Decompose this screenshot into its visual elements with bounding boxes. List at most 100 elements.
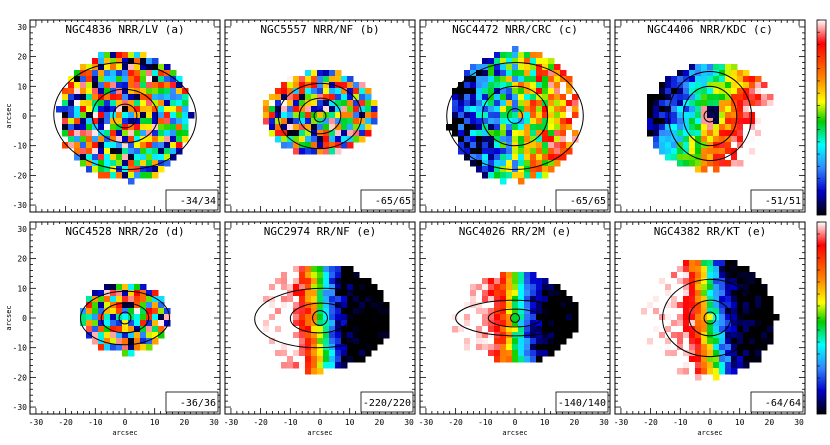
velocity-range-box (555, 391, 609, 413)
y-tick-label: -30 (13, 403, 28, 412)
x-tick-label: -30 (29, 418, 44, 427)
panel-title: NGC4026 RR/2M (e) (459, 225, 572, 238)
velocity-field-map (641, 260, 780, 381)
panel-title-box (253, 22, 387, 37)
panel-title: NGC2974 RR/NF (e) (264, 225, 377, 238)
velocity-range-box (360, 189, 414, 211)
x-tick-label: -10 (88, 418, 103, 427)
x-axis-title: arcsec (307, 429, 332, 437)
panel-6: NGC2974 RR/NF (e) -220/220 -30 -20 -10 0 10 20 3… (224, 221, 416, 437)
velocity-range-label: -36/36 (180, 398, 216, 409)
x-tick-label: 10 (735, 418, 745, 427)
x-tick-label: 10 (150, 418, 160, 427)
velocity-range-label: -34/34 (180, 196, 216, 207)
x-tick-label: -20 (58, 418, 73, 427)
panel-title-box (643, 22, 777, 37)
isophote-ellipse (53, 62, 197, 170)
velocity-range-label: -65/65 (375, 196, 411, 207)
x-tick-label: -30 (224, 418, 239, 427)
panel-title-box (58, 22, 192, 37)
panel-title: NGC4528 NRR/2σ (d) (65, 225, 184, 238)
x-tick-label: 0 (123, 418, 128, 427)
colorbar-2 (816, 221, 827, 415)
velocity-range-label: -65/65 (570, 196, 606, 207)
isophote-ellipse (455, 299, 575, 337)
velocity-range-label: -140/140 (558, 398, 606, 409)
isophote-ellipse (682, 85, 738, 147)
velocity-field-map (263, 70, 378, 155)
x-tick-label: 30 (794, 418, 804, 427)
panel-1: NGC4836 NRR/LV (a) -34/34 -30 -20 -10 0 10 20 30… (5, 19, 221, 213)
velocity-range-label: -220/220 (363, 398, 411, 409)
y-axis-title: arcsec (5, 103, 13, 128)
y-tick-label: 20 (17, 255, 27, 264)
x-tick-label: 20 (180, 418, 190, 427)
x-tick-label: 0 (513, 418, 518, 427)
panel-3: NGC4472 NRR/CRC (c) -65/65 (419, 19, 611, 213)
panel-title: NGC4836 NRR/LV (a) (65, 23, 184, 36)
x-tick-label: 20 (765, 418, 775, 427)
isophote-ellipse (112, 103, 138, 129)
x-axis-title: arcsec (697, 429, 722, 437)
velocity-field-map (79, 284, 171, 357)
isophote-ellipse (667, 70, 753, 162)
x-tick-label: 20 (570, 418, 580, 427)
isophote-ellipse (91, 88, 159, 144)
x-tick-label: 10 (345, 418, 355, 427)
isophote-ellipse (298, 97, 342, 135)
y-tick-label: -30 (13, 201, 28, 210)
x-tick-label: 0 (708, 418, 713, 427)
panel-title: NGC4382 RR/KT (e) (654, 225, 767, 238)
x-axis-title: arcsec (112, 429, 137, 437)
x-tick-label: -10 (283, 418, 298, 427)
isophote-ellipse (313, 109, 327, 123)
panel-title-box (253, 224, 387, 239)
isophote-ellipse (289, 302, 351, 334)
x-tick-label: -10 (478, 418, 493, 427)
colorbar-1 (816, 19, 827, 216)
x-tick-label: 30 (404, 418, 414, 427)
velocity-range-box (165, 189, 219, 211)
isophote-ellipse (100, 302, 150, 334)
x-tick-label: -10 (673, 418, 688, 427)
y-tick-label: -10 (13, 142, 28, 151)
isophote-ellipse (688, 299, 732, 337)
x-tick-label: -20 (643, 418, 658, 427)
x-tick-label: -20 (253, 418, 268, 427)
x-tick-label: 20 (375, 418, 385, 427)
isophote-ellipse (510, 313, 520, 323)
isophote-ellipse (481, 85, 549, 147)
x-tick-label: 10 (540, 418, 550, 427)
isophote-ellipse (118, 311, 132, 325)
panel-4: NGC4406 NRR/KDC (c) -51/51 (614, 19, 806, 213)
isophote-ellipse (703, 311, 717, 325)
y-tick-label: 30 (17, 23, 27, 32)
x-tick-label: 0 (318, 418, 323, 427)
x-axis-title: arcsec (502, 429, 527, 437)
isophote-ellipse (312, 310, 328, 326)
x-tick-label: -30 (614, 418, 629, 427)
y-axis-title: arcsec (5, 305, 13, 330)
panel-5: NGC4528 NRR/2σ (d) -36/36 -30 -20 -10 0 10 20 30… (5, 221, 221, 437)
y-tick-label: -10 (13, 344, 28, 353)
velocity-field-map (245, 266, 390, 375)
velocity-range-box (165, 391, 219, 413)
y-tick-label: 10 (17, 82, 27, 91)
velocity-range-box (750, 391, 804, 413)
y-tick-label: 0 (22, 314, 27, 323)
panel-title: NGC4472 NRR/CRC (c) (452, 23, 578, 36)
panel-2: NGC5557 NRR/NF (b) -65/65 (224, 19, 416, 213)
y-tick-label: 10 (17, 284, 27, 293)
velocity-range-box (750, 189, 804, 211)
panel-title-box (643, 224, 777, 239)
y-tick-label: 20 (17, 53, 27, 62)
isophote-ellipse (446, 62, 584, 170)
y-tick-label: -20 (13, 171, 28, 180)
panel-title-box (448, 22, 582, 37)
velocity-field-map (647, 64, 774, 173)
x-tick-label: -30 (419, 418, 434, 427)
isophote-ellipse (487, 308, 543, 328)
isophote-ellipse (507, 108, 523, 124)
isophote-ellipse (277, 82, 363, 150)
